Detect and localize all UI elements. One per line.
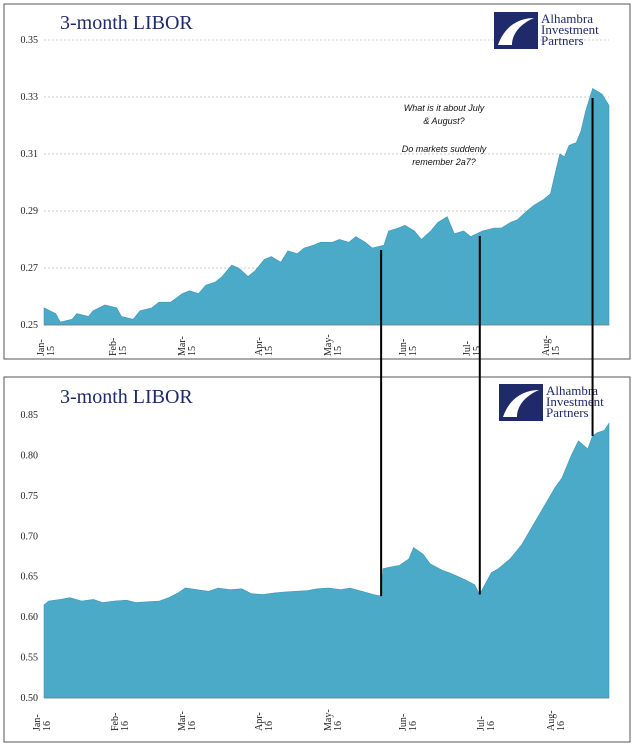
logo-line-3: Partners — [541, 33, 584, 48]
logo-line-2: Investment — [541, 22, 599, 37]
chart-2015-panel: 0.250.270.290.310.330.35 Jan- 15 Feb- 15 Mar… — [3, 3, 631, 360]
x-tick-month: Apr- — [254, 712, 265, 731]
chart-2016-y-ticks: 0.50 0.55 0.60 0.65 0.70 0.75 0.80 0.85 — [21, 410, 609, 704]
x-tick-year: 15 — [472, 346, 483, 356]
chart-2016-x-ticks: Jan- 16 Feb- 16 Mar- 16 Apr- 16 May- 16 Jun- 16 Jul-… — [32, 709, 567, 731]
x-tick-month: Jan- — [32, 714, 43, 731]
x-tick-month: May- — [323, 709, 334, 731]
x-tick-year: 16 — [187, 721, 198, 731]
chart-2016-panel: 0.500.550.600.650.700.750.800.85 Jan- 16 F… — [3, 376, 631, 743]
x-tick-month: Mar- — [177, 336, 188, 356]
chart-2016-area — [43, 422, 610, 699]
y-tick-label: 0.35 — [21, 35, 39, 46]
x-tick-year: 16 — [42, 721, 53, 731]
alhambra-logo-2: Alhambra Investment Partners — [499, 383, 604, 421]
logo-line-1: Alhambra — [546, 383, 598, 398]
x-tick-month: Jun- — [398, 339, 409, 356]
x-tick-month: Aug- — [546, 710, 557, 731]
x-tick-label: Mar- 15 — [177, 336, 198, 356]
x-tick-year: 15 — [264, 346, 275, 356]
comparison-connector-lines — [380, 98, 594, 597]
x-tick-month: Apr- — [254, 337, 265, 356]
logo-line-1: Alhambra — [541, 11, 593, 26]
x-tick-label: Mar- 16 — [177, 711, 198, 731]
x-tick-month: May- — [323, 334, 334, 356]
x-tick-year: 16 — [333, 721, 344, 731]
chart-2015-title: 3-month LIBOR — [60, 12, 193, 34]
x-tick-year: 15 — [333, 346, 344, 356]
chart-2015-x-ticks: Jan- 15 Feb- 15 Mar- 15 Apr- 15 May- 15 Jun- 15 Jul-… — [36, 334, 562, 356]
annotation-line-1: What is it about July — [404, 103, 485, 113]
logo-swoosh-icon — [498, 18, 534, 45]
x-tick-label: Jun- 15 — [398, 339, 419, 356]
y-tick-label: 0.65 — [21, 572, 39, 583]
x-tick-month: Feb- — [108, 338, 119, 356]
x-tick-year: 15 — [551, 346, 562, 356]
x-tick-label: May- 16 — [323, 709, 344, 731]
x-tick-year: 16 — [486, 721, 497, 731]
annotation-line-2: & August? — [423, 116, 464, 126]
x-tick-year: 15 — [46, 346, 57, 356]
y-tick-label: 0.55 — [21, 653, 39, 664]
x-tick-label: Apr- 16 — [254, 712, 275, 731]
chart-2015-area — [43, 87, 610, 326]
x-tick-year: 16 — [408, 721, 419, 731]
y-tick-label: 0.27 — [21, 263, 39, 274]
x-tick-label: Jul- 15 — [462, 341, 483, 356]
chart-2015-y-ticks: 0.25 0.27 0.29 0.31 0.33 0.35 — [21, 35, 609, 331]
x-tick-label: May- 15 — [323, 334, 344, 356]
x-tick-label: Aug- 15 — [541, 335, 562, 356]
logo-line-3: Partners — [546, 405, 589, 420]
annotation-line-3: Do markets suddenly — [402, 144, 487, 154]
alhambra-logo: Alhambra Investment Partners — [494, 11, 599, 49]
x-tick-month: Jul- — [462, 341, 473, 356]
x-tick-year: 15 — [408, 346, 419, 356]
x-tick-label: Jan- 16 — [32, 714, 53, 731]
x-tick-month: Feb- — [110, 713, 121, 731]
x-tick-year: 16 — [120, 721, 131, 731]
y-tick-label: 0.85 — [21, 410, 39, 421]
y-tick-label: 0.33 — [21, 92, 39, 103]
x-tick-label: Jun- 16 — [398, 714, 419, 731]
y-tick-label: 0.70 — [21, 531, 39, 542]
x-tick-month: Mar- — [177, 711, 188, 731]
x-tick-year: 15 — [187, 346, 198, 356]
x-tick-month: Jul- — [476, 716, 487, 731]
x-tick-year: 16 — [264, 721, 275, 731]
x-tick-month: Jun- — [398, 714, 409, 731]
chart-2016-title: 3-month LIBOR — [60, 386, 193, 408]
y-tick-label: 0.31 — [21, 149, 39, 160]
x-tick-month: Aug- — [541, 335, 552, 356]
annotation-line-4: remember 2a7? — [412, 157, 476, 167]
x-tick-year: 16 — [556, 721, 567, 731]
x-tick-label: Feb- 15 — [108, 338, 129, 356]
x-tick-label: Aug- 16 — [546, 710, 567, 731]
x-tick-month: Jan- — [36, 339, 47, 356]
chart-2015-annotation: What is it about July & August? Do marke… — [402, 103, 487, 167]
logo-swoosh-icon — [503, 390, 539, 417]
y-tick-label: 0.50 — [21, 693, 39, 704]
x-tick-label: Jan- 15 — [36, 339, 57, 356]
y-tick-label: 0.60 — [21, 612, 39, 623]
y-tick-label: 0.75 — [21, 491, 39, 502]
logo-line-2: Investment — [546, 394, 604, 409]
x-tick-label: Jul- 16 — [476, 716, 497, 731]
y-tick-label: 0.25 — [21, 320, 39, 331]
y-tick-label: 0.80 — [21, 450, 39, 461]
x-tick-label: Apr- 15 — [254, 337, 275, 356]
y-tick-label: 0.29 — [21, 206, 39, 217]
x-tick-year: 15 — [118, 346, 129, 356]
x-tick-label: Feb- 16 — [110, 713, 131, 731]
